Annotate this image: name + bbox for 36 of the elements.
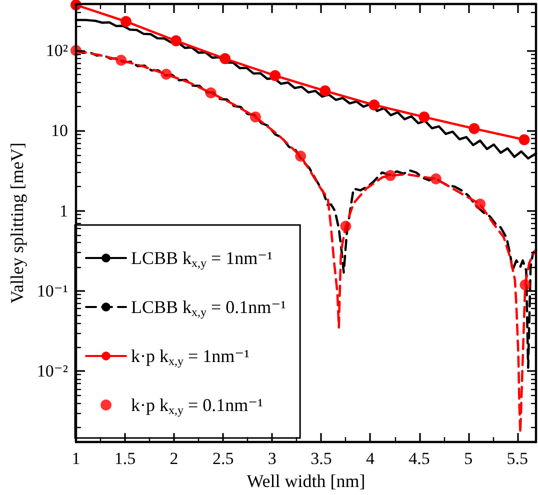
point [116, 54, 127, 66]
point [295, 150, 306, 162]
x-tick-label: 3.5 [310, 449, 332, 468]
point [170, 35, 182, 46]
point [520, 279, 531, 290]
point [474, 198, 486, 210]
x-tick-label: 1.5 [114, 449, 136, 468]
point [430, 173, 442, 184]
y-tick-label: 10⁻² [36, 362, 68, 381]
point [220, 53, 231, 64]
point [340, 220, 352, 232]
y-tick-label: 10 [50, 121, 68, 140]
x-tick-label: 4.5 [408, 449, 430, 468]
x-tick-label: 5.5 [506, 449, 528, 468]
point [205, 87, 216, 98]
point [418, 111, 430, 122]
y-axis-title: Valley splitting [meV] [7, 142, 27, 304]
x-tick-label: 2 [170, 449, 178, 468]
point [160, 68, 172, 80]
point [368, 99, 380, 110]
point [250, 111, 261, 122]
point [120, 16, 132, 27]
x-tick-label: 3 [268, 449, 276, 468]
point [518, 134, 530, 146]
point [270, 70, 281, 82]
point [468, 123, 480, 134]
x-tick-label: 2.5 [212, 449, 234, 468]
y-tick-label: 10⁻¹ [36, 281, 68, 300]
point [384, 170, 396, 182]
y-tick-label: 1 [59, 201, 68, 220]
x-tick-label: 1 [72, 449, 80, 468]
y-tick-label: 10² [46, 40, 68, 60]
point [320, 85, 331, 96]
x-tick-label: 4 [366, 449, 375, 468]
x-tick-label: 5 [464, 449, 473, 468]
x-axis-title: Well width [nm] [246, 471, 366, 491]
